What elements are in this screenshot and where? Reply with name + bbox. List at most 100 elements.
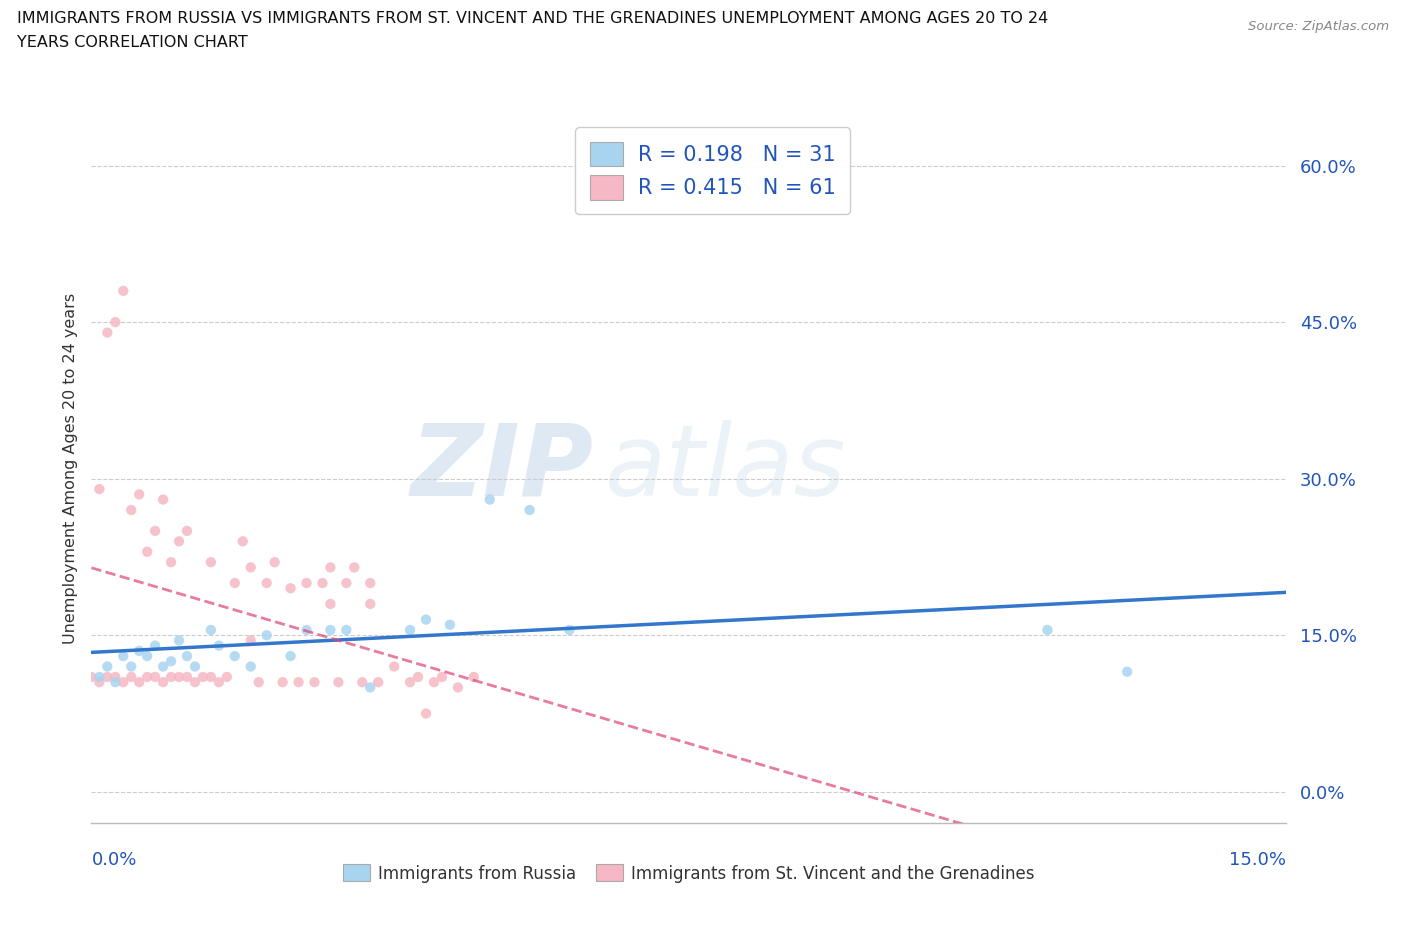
Point <box>224 576 246 591</box>
Point <box>200 670 222 684</box>
Point <box>176 524 198 538</box>
Point <box>295 576 318 591</box>
Point <box>112 648 135 663</box>
Point <box>239 560 262 575</box>
Legend: Immigrants from Russia, Immigrants from St. Vincent and the Grenadines: Immigrants from Russia, Immigrants from … <box>336 857 1042 889</box>
Point <box>160 554 183 569</box>
Point <box>359 680 381 695</box>
Point <box>128 644 150 658</box>
Point <box>120 659 142 674</box>
Point <box>423 675 446 690</box>
Point <box>232 534 254 549</box>
Point <box>367 675 389 690</box>
Point <box>208 675 231 690</box>
Point <box>112 284 135 299</box>
Point <box>478 492 501 507</box>
Text: Source: ZipAtlas.com: Source: ZipAtlas.com <box>1249 20 1389 33</box>
Point <box>382 659 405 674</box>
Point <box>247 675 270 690</box>
Point <box>160 654 183 669</box>
Point <box>104 675 127 690</box>
Point <box>415 706 437 721</box>
Y-axis label: Unemployment Among Ages 20 to 24 years: Unemployment Among Ages 20 to 24 years <box>62 293 77 644</box>
Point <box>128 487 150 502</box>
Point <box>335 622 357 637</box>
Point <box>96 670 118 684</box>
Point <box>359 576 381 591</box>
Text: ZIP: ZIP <box>411 419 593 517</box>
Point <box>136 670 159 684</box>
Point <box>167 633 190 648</box>
Point <box>152 675 174 690</box>
Point <box>112 675 135 690</box>
Text: 0.0%: 0.0% <box>91 851 136 869</box>
Point <box>176 670 198 684</box>
Point <box>184 675 207 690</box>
Point <box>399 622 422 637</box>
Point <box>120 502 142 517</box>
Point <box>439 618 461 632</box>
Point <box>208 638 231 653</box>
Point <box>152 659 174 674</box>
Point <box>89 675 111 690</box>
Point <box>319 622 342 637</box>
Point <box>558 622 581 637</box>
Point <box>328 675 350 690</box>
Point <box>352 675 374 690</box>
Point <box>89 482 111 497</box>
Point <box>430 670 453 684</box>
Point <box>319 596 342 611</box>
Point <box>96 326 118 340</box>
Point <box>80 670 103 684</box>
Point <box>415 612 437 627</box>
Point <box>463 670 485 684</box>
Point <box>359 596 381 611</box>
Point <box>271 675 294 690</box>
Point <box>160 670 183 684</box>
Point <box>304 675 326 690</box>
Point <box>136 544 159 559</box>
Point <box>176 648 198 663</box>
Point <box>399 675 422 690</box>
Point <box>239 659 262 674</box>
Text: atlas: atlas <box>605 419 846 517</box>
Point <box>311 576 333 591</box>
Point <box>167 670 190 684</box>
Point <box>120 670 142 684</box>
Point <box>1116 664 1139 679</box>
Point <box>256 576 278 591</box>
Point <box>295 622 318 637</box>
Point <box>96 659 118 674</box>
Point <box>200 554 222 569</box>
Point <box>104 314 127 329</box>
Point <box>256 628 278 643</box>
Point <box>335 576 357 591</box>
Point <box>136 648 159 663</box>
Point <box>224 648 246 663</box>
Point <box>143 524 166 538</box>
Point <box>280 648 302 663</box>
Text: IMMIGRANTS FROM RUSSIA VS IMMIGRANTS FROM ST. VINCENT AND THE GRENADINES UNEMPLO: IMMIGRANTS FROM RUSSIA VS IMMIGRANTS FRO… <box>17 11 1047 26</box>
Point <box>143 670 166 684</box>
Point <box>287 675 309 690</box>
Point <box>447 680 470 695</box>
Point <box>280 581 302 596</box>
Point <box>191 670 214 684</box>
Point <box>343 560 366 575</box>
Point <box>143 638 166 653</box>
Point <box>128 675 150 690</box>
Text: YEARS CORRELATION CHART: YEARS CORRELATION CHART <box>17 35 247 50</box>
Point <box>319 560 342 575</box>
Point <box>167 534 190 549</box>
Point <box>263 554 285 569</box>
Point <box>184 659 207 674</box>
Text: 15.0%: 15.0% <box>1229 851 1286 869</box>
Point <box>200 622 222 637</box>
Point <box>519 502 541 517</box>
Point <box>152 492 174 507</box>
Point <box>406 670 429 684</box>
Point <box>104 670 127 684</box>
Point <box>215 670 238 684</box>
Point <box>1036 622 1059 637</box>
Point <box>89 670 111 684</box>
